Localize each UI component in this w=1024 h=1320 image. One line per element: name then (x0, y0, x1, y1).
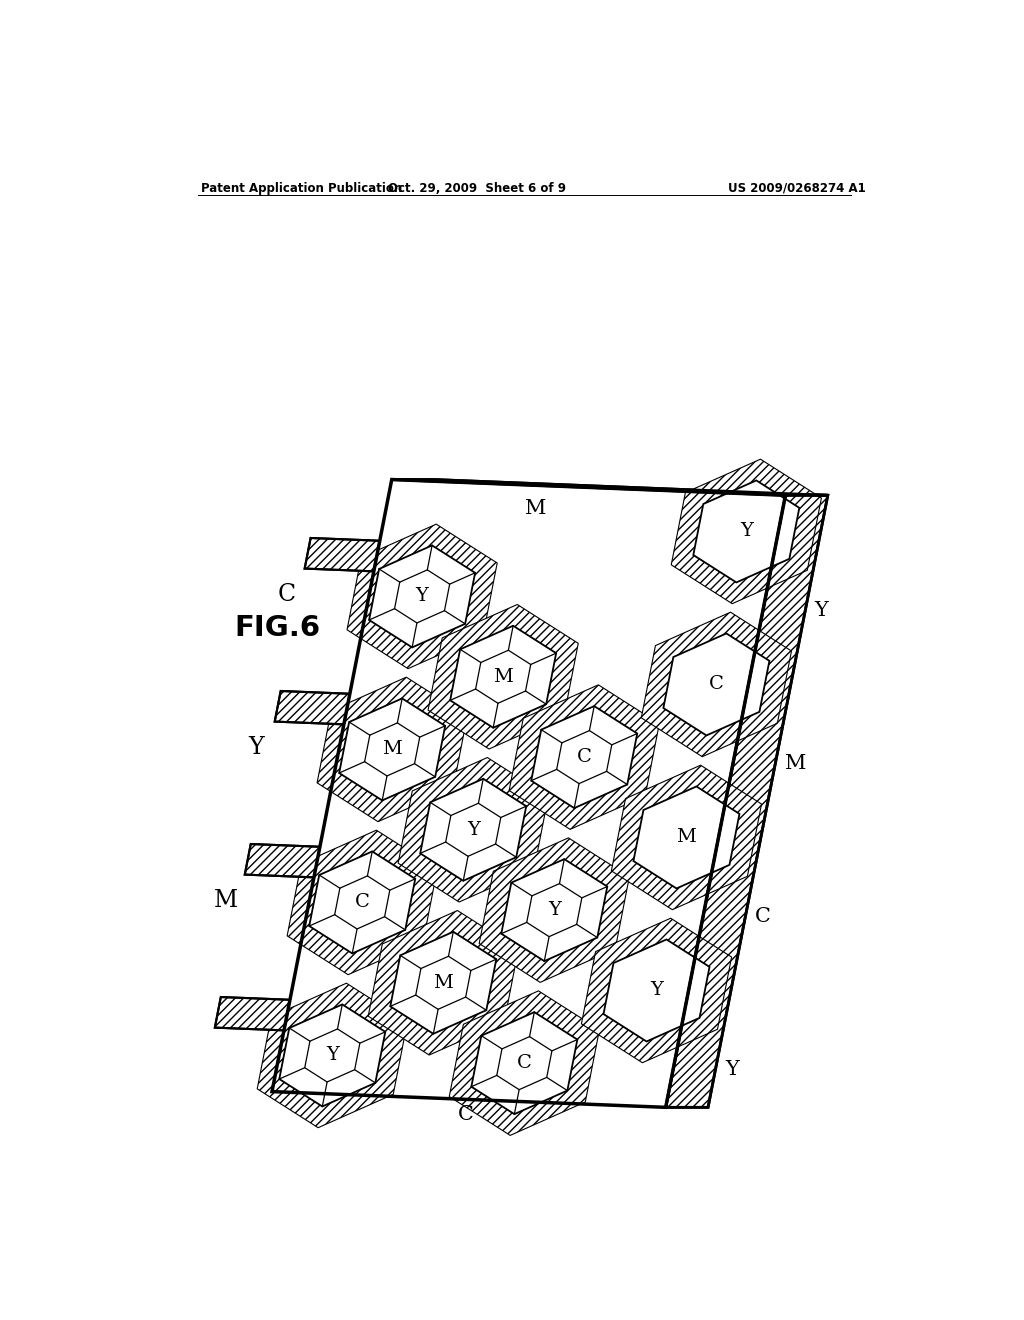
Polygon shape (420, 779, 526, 880)
Text: C: C (354, 894, 370, 911)
Polygon shape (280, 1005, 385, 1106)
Polygon shape (347, 524, 498, 669)
Text: Y: Y (725, 1060, 738, 1078)
Polygon shape (274, 690, 350, 725)
Text: M: M (382, 741, 402, 759)
Polygon shape (365, 723, 420, 776)
Polygon shape (557, 730, 611, 784)
Text: M: M (494, 668, 513, 686)
Text: Patent Application Publication: Patent Application Publication (202, 182, 402, 194)
Polygon shape (497, 1036, 552, 1089)
Polygon shape (394, 570, 450, 623)
Polygon shape (317, 677, 467, 821)
Polygon shape (428, 605, 579, 748)
Polygon shape (257, 983, 408, 1127)
Polygon shape (666, 495, 827, 1107)
Polygon shape (416, 956, 471, 1010)
Polygon shape (526, 883, 582, 937)
Polygon shape (339, 698, 445, 800)
Text: C: C (755, 907, 771, 925)
Polygon shape (475, 651, 530, 704)
Text: Y: Y (326, 1047, 339, 1064)
Polygon shape (369, 911, 518, 1055)
Text: FIG.6: FIG.6 (234, 614, 321, 642)
Polygon shape (335, 876, 390, 929)
Polygon shape (390, 932, 497, 1034)
Text: Y: Y (548, 902, 561, 919)
Polygon shape (392, 479, 827, 495)
Polygon shape (664, 634, 769, 735)
Text: C: C (517, 1055, 531, 1072)
Text: M: M (784, 754, 806, 772)
Text: US 2009/0268274 A1: US 2009/0268274 A1 (728, 182, 865, 194)
Polygon shape (502, 859, 607, 961)
Polygon shape (603, 940, 710, 1041)
Polygon shape (309, 851, 416, 953)
Text: Y: Y (814, 601, 828, 619)
Polygon shape (479, 838, 630, 982)
Polygon shape (641, 612, 792, 756)
Polygon shape (634, 787, 739, 888)
Polygon shape (531, 706, 637, 808)
Polygon shape (445, 804, 501, 857)
Polygon shape (245, 843, 319, 878)
Polygon shape (369, 545, 475, 647)
Polygon shape (451, 626, 556, 727)
Text: M: M (677, 829, 696, 846)
Polygon shape (471, 1012, 578, 1114)
Polygon shape (450, 991, 599, 1135)
Text: Y: Y (650, 982, 663, 999)
Polygon shape (215, 997, 290, 1031)
Text: M: M (433, 974, 454, 991)
Text: Y: Y (416, 587, 429, 606)
Polygon shape (272, 479, 785, 1107)
Polygon shape (287, 830, 437, 974)
Text: M: M (214, 888, 239, 912)
Text: C: C (458, 1105, 474, 1125)
Polygon shape (611, 766, 762, 909)
Polygon shape (509, 685, 659, 829)
Text: Y: Y (467, 821, 479, 838)
Text: C: C (709, 676, 724, 693)
Text: C: C (278, 583, 295, 606)
Polygon shape (305, 1028, 359, 1082)
Polygon shape (693, 480, 800, 582)
Text: M: M (525, 499, 547, 517)
Polygon shape (582, 919, 731, 1063)
Text: Y: Y (740, 523, 753, 540)
Text: Y: Y (249, 735, 264, 759)
Polygon shape (398, 758, 548, 902)
Text: Oct. 29, 2009  Sheet 6 of 9: Oct. 29, 2009 Sheet 6 of 9 (388, 182, 566, 194)
Text: C: C (577, 748, 592, 766)
Polygon shape (672, 459, 821, 603)
Polygon shape (305, 539, 380, 572)
